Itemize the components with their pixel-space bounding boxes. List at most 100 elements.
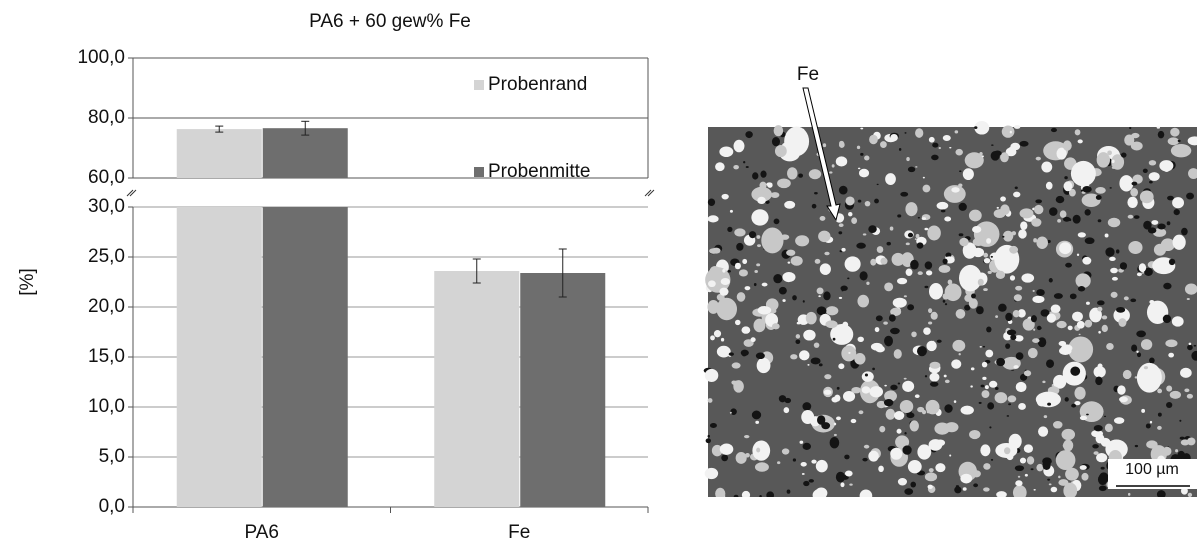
particle (890, 327, 900, 335)
particle (1067, 325, 1073, 331)
legend-swatch (474, 167, 484, 177)
particle (716, 345, 731, 358)
particle (960, 473, 973, 484)
axis-break (129, 189, 137, 197)
particle (914, 238, 917, 240)
particle (1119, 396, 1128, 403)
particle (1003, 447, 1011, 455)
y-tick-label: 80,0 (88, 107, 125, 128)
particle (728, 352, 734, 356)
particle (825, 306, 839, 316)
particle (983, 288, 988, 291)
particle (896, 428, 902, 434)
image-mask (700, 497, 1197, 547)
particle (994, 392, 1008, 404)
particle (981, 390, 990, 399)
particle (990, 458, 994, 461)
particle (1072, 374, 1082, 381)
particle (1122, 369, 1132, 380)
particle (905, 268, 913, 277)
particle (1145, 423, 1151, 429)
particle (1000, 152, 1009, 163)
particle (988, 380, 998, 388)
particle (1019, 208, 1034, 219)
particle (1127, 196, 1138, 208)
particle (926, 340, 937, 352)
particle (1169, 390, 1181, 399)
particle (790, 354, 798, 360)
y-tick-label: 10,0 (88, 396, 125, 417)
particle (733, 380, 740, 389)
particle (1103, 415, 1107, 418)
particle (983, 252, 989, 258)
particle (1014, 335, 1024, 342)
particle (1081, 472, 1089, 481)
particle (782, 272, 796, 283)
particle (964, 294, 973, 302)
particle (838, 296, 843, 300)
particle (1070, 366, 1081, 376)
particle (770, 192, 780, 198)
particle (1100, 466, 1105, 470)
particle (893, 349, 902, 359)
y-tick-label: 60,0 (88, 167, 125, 188)
particle (931, 154, 939, 161)
particle (970, 385, 973, 388)
particle (858, 168, 870, 178)
micrograph: 100 µm Fe (700, 64, 1197, 547)
bar (434, 271, 520, 507)
particle (1077, 139, 1083, 144)
particle (803, 480, 810, 487)
particle (1141, 408, 1146, 413)
particle (709, 266, 721, 276)
particle (1006, 415, 1010, 417)
particle (707, 434, 710, 438)
particle (738, 269, 748, 277)
particle (1156, 126, 1161, 129)
particle (835, 471, 846, 483)
particle (1079, 465, 1087, 470)
particle (760, 170, 767, 178)
particle (1163, 282, 1172, 290)
particle (884, 335, 893, 347)
particle (823, 389, 832, 395)
particle (787, 280, 790, 283)
particle (910, 481, 917, 488)
particle (1077, 232, 1086, 238)
particle (1050, 304, 1061, 313)
particle (1148, 160, 1157, 166)
particle (903, 295, 907, 298)
particle (1012, 485, 1027, 501)
particle (860, 152, 864, 156)
particle (833, 433, 837, 437)
particle (1001, 125, 1015, 138)
particle (1167, 195, 1174, 201)
particle (936, 339, 942, 343)
particle (973, 483, 979, 488)
particle (1056, 320, 1067, 329)
particle (1008, 433, 1022, 449)
particle (1149, 357, 1155, 364)
particle (922, 184, 931, 193)
particle (719, 443, 734, 455)
particle (751, 186, 772, 202)
particle (971, 293, 976, 299)
particle (1065, 467, 1079, 481)
particle (1097, 306, 1103, 312)
particle (1050, 486, 1058, 493)
particle (1095, 376, 1103, 386)
particle (1147, 227, 1157, 234)
particle (715, 487, 726, 500)
particle (1055, 195, 1065, 204)
particle (970, 367, 975, 371)
particle (765, 200, 770, 204)
particle (1168, 352, 1174, 358)
particle (1033, 488, 1036, 491)
particle (741, 326, 751, 334)
particle (1035, 156, 1041, 161)
particle (890, 133, 898, 142)
particle (889, 226, 894, 231)
particle (942, 134, 951, 142)
particle (1081, 193, 1101, 207)
particle (856, 242, 866, 249)
